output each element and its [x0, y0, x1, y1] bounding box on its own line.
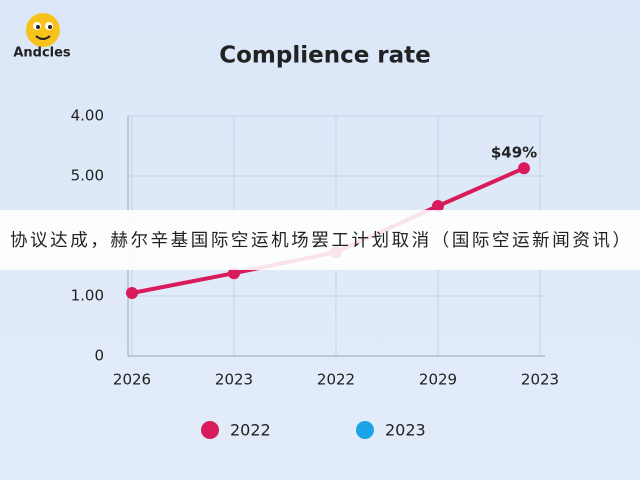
y-tick-label: 5.00 — [71, 167, 104, 185]
x-tick-label: 2022 — [317, 371, 355, 389]
x-tick-label: 2026 — [113, 371, 151, 389]
logo-pupil — [48, 25, 52, 29]
legend-label: 2022 — [230, 421, 271, 440]
chart-title: Complience rate — [219, 43, 431, 69]
x-tick-label: 2023 — [521, 371, 559, 389]
y-tick-label: 4.00 — [71, 107, 104, 125]
brand: Andcles — [13, 46, 71, 61]
y-tick-label: 1.00 — [71, 287, 104, 305]
annotation: $49% — [491, 144, 537, 162]
y-tick-label: 0 — [94, 347, 104, 365]
logo-mouth — [35, 35, 51, 40]
point — [228, 267, 240, 280]
logo-face — [26, 13, 60, 47]
point — [126, 287, 138, 299]
logo-pupil — [36, 25, 40, 29]
legend-marker — [356, 421, 374, 439]
legend-label: 2023 — [385, 421, 426, 440]
x-tick-label: 2029 — [419, 371, 457, 389]
banner-text: 协议达成，赫尔辛基国际空运机场罢工计划取消（国际空运新闻资讯） — [10, 231, 630, 251]
banner — [0, 210, 640, 270]
logo: Andcles — [13, 13, 71, 61]
x-tick-label: 2023 — [215, 371, 253, 389]
legend-marker — [201, 421, 219, 439]
point — [432, 200, 444, 212]
point — [518, 162, 530, 175]
